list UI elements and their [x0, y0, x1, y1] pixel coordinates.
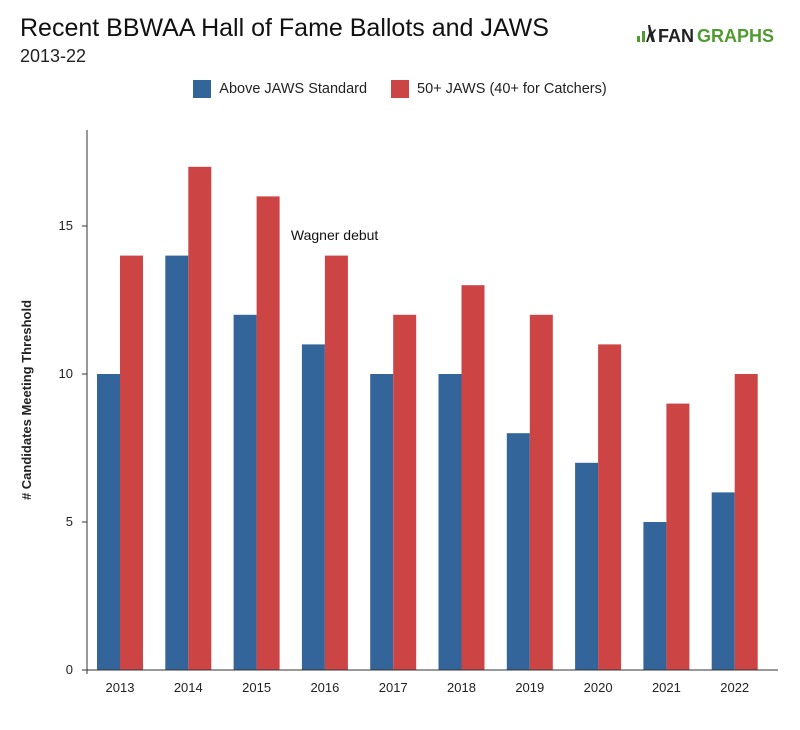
legend-label-fifty: 50+ JAWS (40+ for Catchers)	[417, 81, 607, 97]
x-tick-label-2018: 2018	[447, 680, 476, 695]
bar-fifty-2014	[188, 166, 212, 671]
y-tick-label-0: 0	[66, 662, 73, 677]
bars-group	[97, 166, 758, 671]
bar-above-2022	[711, 492, 735, 670]
legend-swatch-above	[193, 80, 212, 98]
fangraphs-logo: FAN GRAPHS	[636, 20, 786, 48]
axes-group	[82, 130, 778, 674]
bar-fifty-2016	[324, 255, 348, 670]
bar-fifty-2021	[666, 403, 690, 670]
bar-above-2018	[438, 374, 462, 670]
bar-above-2019	[506, 433, 530, 670]
logo-text-fan: FAN	[658, 26, 694, 46]
bar-fifty-2022	[734, 374, 758, 670]
y-tick-label-10: 10	[59, 366, 73, 381]
bar-fifty-2017	[393, 314, 417, 670]
x-tick-label-2017: 2017	[379, 680, 408, 695]
bar-above-2017	[370, 374, 394, 670]
legend-swatch-fifty	[391, 80, 410, 98]
bar-above-2014	[165, 255, 189, 670]
x-tick-label-2016: 2016	[310, 680, 339, 695]
annotation-wagner-debut: Wagner debut	[291, 227, 379, 243]
labels-group: 2013 2014 2015 2016 2017 2018 2019 2020 2021 2022…	[59, 218, 750, 695]
legend-item-above: Above JAWS Standard	[193, 80, 367, 98]
y-tick-label-5: 5	[66, 514, 73, 529]
y-tick-label-15: 15	[59, 218, 73, 233]
bar-fifty-2020	[598, 344, 622, 670]
legend: Above JAWS Standard 50+ JAWS (40+ for Ca…	[0, 80, 800, 98]
x-tick-label-2022: 2022	[720, 680, 749, 695]
bar-fifty-2019	[529, 314, 553, 670]
bar-above-2015	[233, 314, 257, 670]
bar-above-2021	[643, 522, 667, 670]
legend-label-above: Above JAWS Standard	[219, 81, 368, 97]
bar-above-2013	[97, 374, 120, 670]
x-tick-label-2020: 2020	[584, 680, 613, 695]
bar-above-2016	[301, 344, 325, 670]
chart-subtitle: 2013-22	[20, 46, 87, 66]
logo-text-graphs: GRAPHS	[697, 26, 774, 46]
x-tick-label-2013: 2013	[106, 680, 135, 695]
x-tick-label-2021: 2021	[652, 680, 681, 695]
fangraphs-logo-icon: FAN GRAPHS	[637, 25, 774, 46]
x-tick-label-2019: 2019	[515, 680, 544, 695]
bar-above-2020	[575, 462, 599, 670]
bar-fifty-2013	[120, 255, 143, 670]
chart-title: Recent BBWAA Hall of Fame Ballots and JA…	[20, 14, 549, 42]
y-axis-label: # Candidates Meeting Threshold	[19, 300, 34, 500]
bar-fifty-2015	[256, 196, 280, 670]
bar-fifty-2018	[461, 285, 485, 670]
legend-item-fifty: 50+ JAWS (40+ for Catchers)	[391, 80, 607, 98]
x-tick-label-2015: 2015	[242, 680, 271, 695]
x-tick-label-2014: 2014	[174, 680, 203, 695]
